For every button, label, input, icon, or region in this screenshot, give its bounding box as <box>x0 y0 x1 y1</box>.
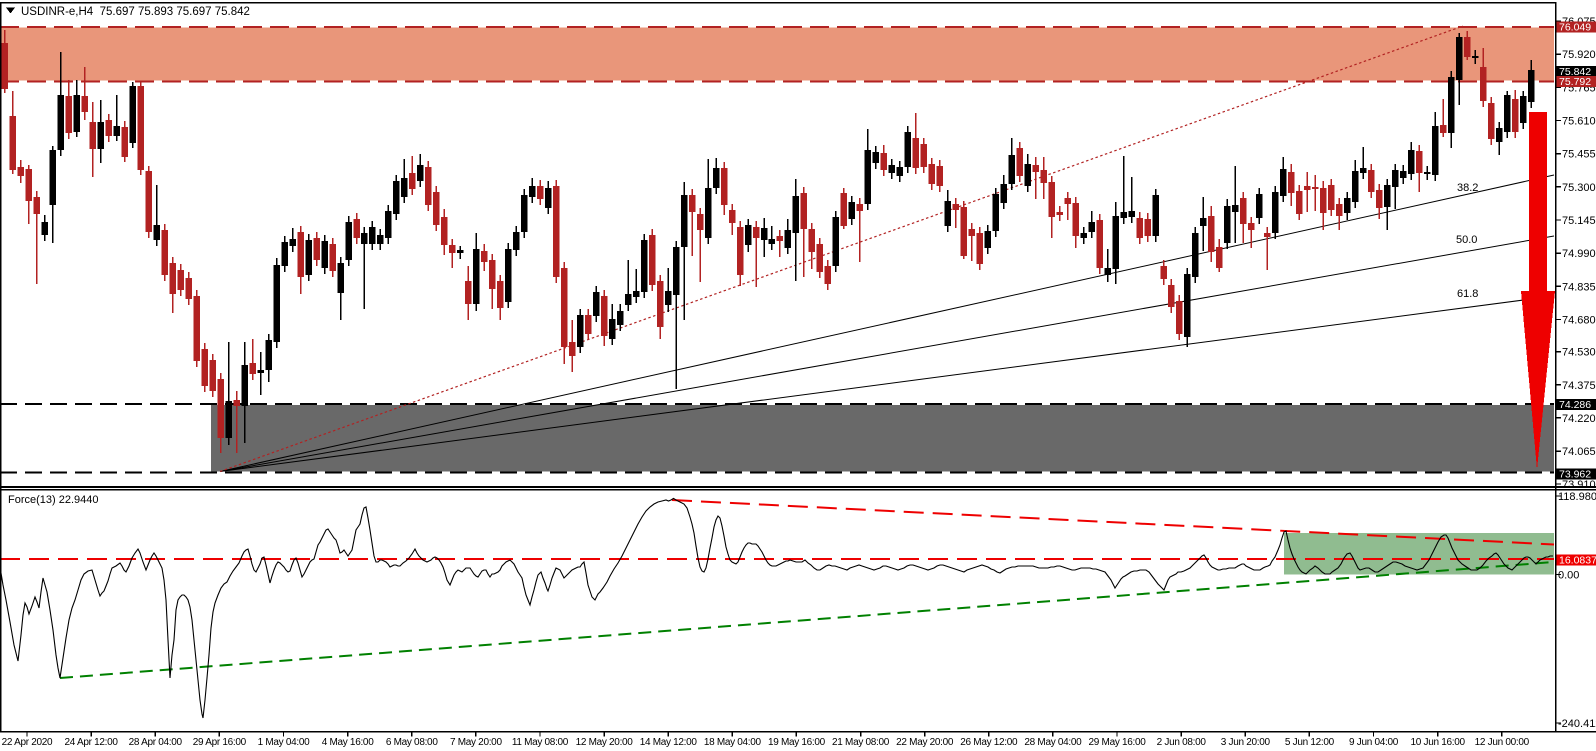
svg-text:26 May 12:00: 26 May 12:00 <box>960 737 1018 748</box>
svg-text:73.962: 73.962 <box>1559 469 1591 481</box>
svg-text:75.610: 75.610 <box>1562 116 1596 128</box>
svg-text:7 May 20:00: 7 May 20:00 <box>450 737 502 748</box>
svg-text:4 May 16:00: 4 May 16:00 <box>322 737 374 748</box>
svg-text:29 May 16:00: 29 May 16:00 <box>1089 737 1147 748</box>
svg-text:16.0837: 16.0837 <box>1559 555 1596 567</box>
svg-text:14 May 12:00: 14 May 12:00 <box>640 737 698 748</box>
svg-text:19 May 16:00: 19 May 16:00 <box>768 737 826 748</box>
svg-text:-240.4124: -240.4124 <box>1558 718 1596 730</box>
svg-text:9 Jun 04:00: 9 Jun 04:00 <box>1349 737 1399 748</box>
svg-text:Force(13) 22.9440: Force(13) 22.9440 <box>8 494 99 506</box>
svg-text:3 Jun 20:00: 3 Jun 20:00 <box>1221 737 1271 748</box>
svg-text:50.0: 50.0 <box>1456 234 1477 246</box>
svg-text:74.220: 74.220 <box>1562 413 1596 425</box>
svg-text:75.920: 75.920 <box>1562 49 1596 61</box>
svg-text:75.842: 75.842 <box>1559 66 1591 78</box>
svg-text:10 Jun 16:00: 10 Jun 16:00 <box>1411 737 1466 748</box>
svg-text:21 May 08:00: 21 May 08:00 <box>832 737 890 748</box>
svg-text:75.792: 75.792 <box>1559 76 1591 88</box>
svg-text:75.300: 75.300 <box>1562 182 1596 194</box>
svg-text:118.9804: 118.9804 <box>1558 491 1596 503</box>
svg-text:74.680: 74.680 <box>1562 315 1596 327</box>
svg-text:75.455: 75.455 <box>1562 149 1596 161</box>
svg-text:22 Apr 2020: 22 Apr 2020 <box>2 737 53 748</box>
svg-text:0.00: 0.00 <box>1558 570 1579 582</box>
svg-text:73.910: 73.910 <box>1562 479 1596 491</box>
svg-text:24 Apr 12:00: 24 Apr 12:00 <box>65 737 119 748</box>
svg-text:1 May 04:00: 1 May 04:00 <box>258 737 310 748</box>
svg-text:2 Jun 08:00: 2 Jun 08:00 <box>1157 737 1207 748</box>
svg-text:74.835: 74.835 <box>1562 281 1596 293</box>
svg-text:12 May 20:00: 12 May 20:00 <box>576 737 634 748</box>
svg-text:11 May 08:00: 11 May 08:00 <box>512 737 569 748</box>
svg-text:5 Jun 12:00: 5 Jun 12:00 <box>1285 737 1335 748</box>
svg-text:28 Apr 04:00: 28 Apr 04:00 <box>129 737 183 748</box>
svg-text:29 Apr 16:00: 29 Apr 16:00 <box>193 737 247 748</box>
svg-text:76.049: 76.049 <box>1559 22 1591 34</box>
svg-text:74.065: 74.065 <box>1562 446 1596 458</box>
svg-text:38.2: 38.2 <box>1457 182 1478 194</box>
svg-text:12 Jun 00:00: 12 Jun 00:00 <box>1475 737 1530 748</box>
svg-text:74.990: 74.990 <box>1562 248 1596 260</box>
svg-text:18 May 04:00: 18 May 04:00 <box>704 737 762 748</box>
svg-text:22 May 20:00: 22 May 20:00 <box>896 737 954 748</box>
svg-text:75.145: 75.145 <box>1562 215 1596 227</box>
svg-text:74.286: 74.286 <box>1559 399 1591 411</box>
svg-text:61.8: 61.8 <box>1457 288 1478 300</box>
svg-text:6 May 08:00: 6 May 08:00 <box>386 737 438 748</box>
svg-text:28 May 04:00: 28 May 04:00 <box>1024 737 1082 748</box>
svg-text:74.375: 74.375 <box>1562 380 1596 392</box>
svg-text:USDINR-e,H4 75.697 75.893 75.: USDINR-e,H4 75.697 75.893 75.697 75.842 <box>21 6 250 18</box>
svg-text:74.530: 74.530 <box>1562 347 1596 359</box>
